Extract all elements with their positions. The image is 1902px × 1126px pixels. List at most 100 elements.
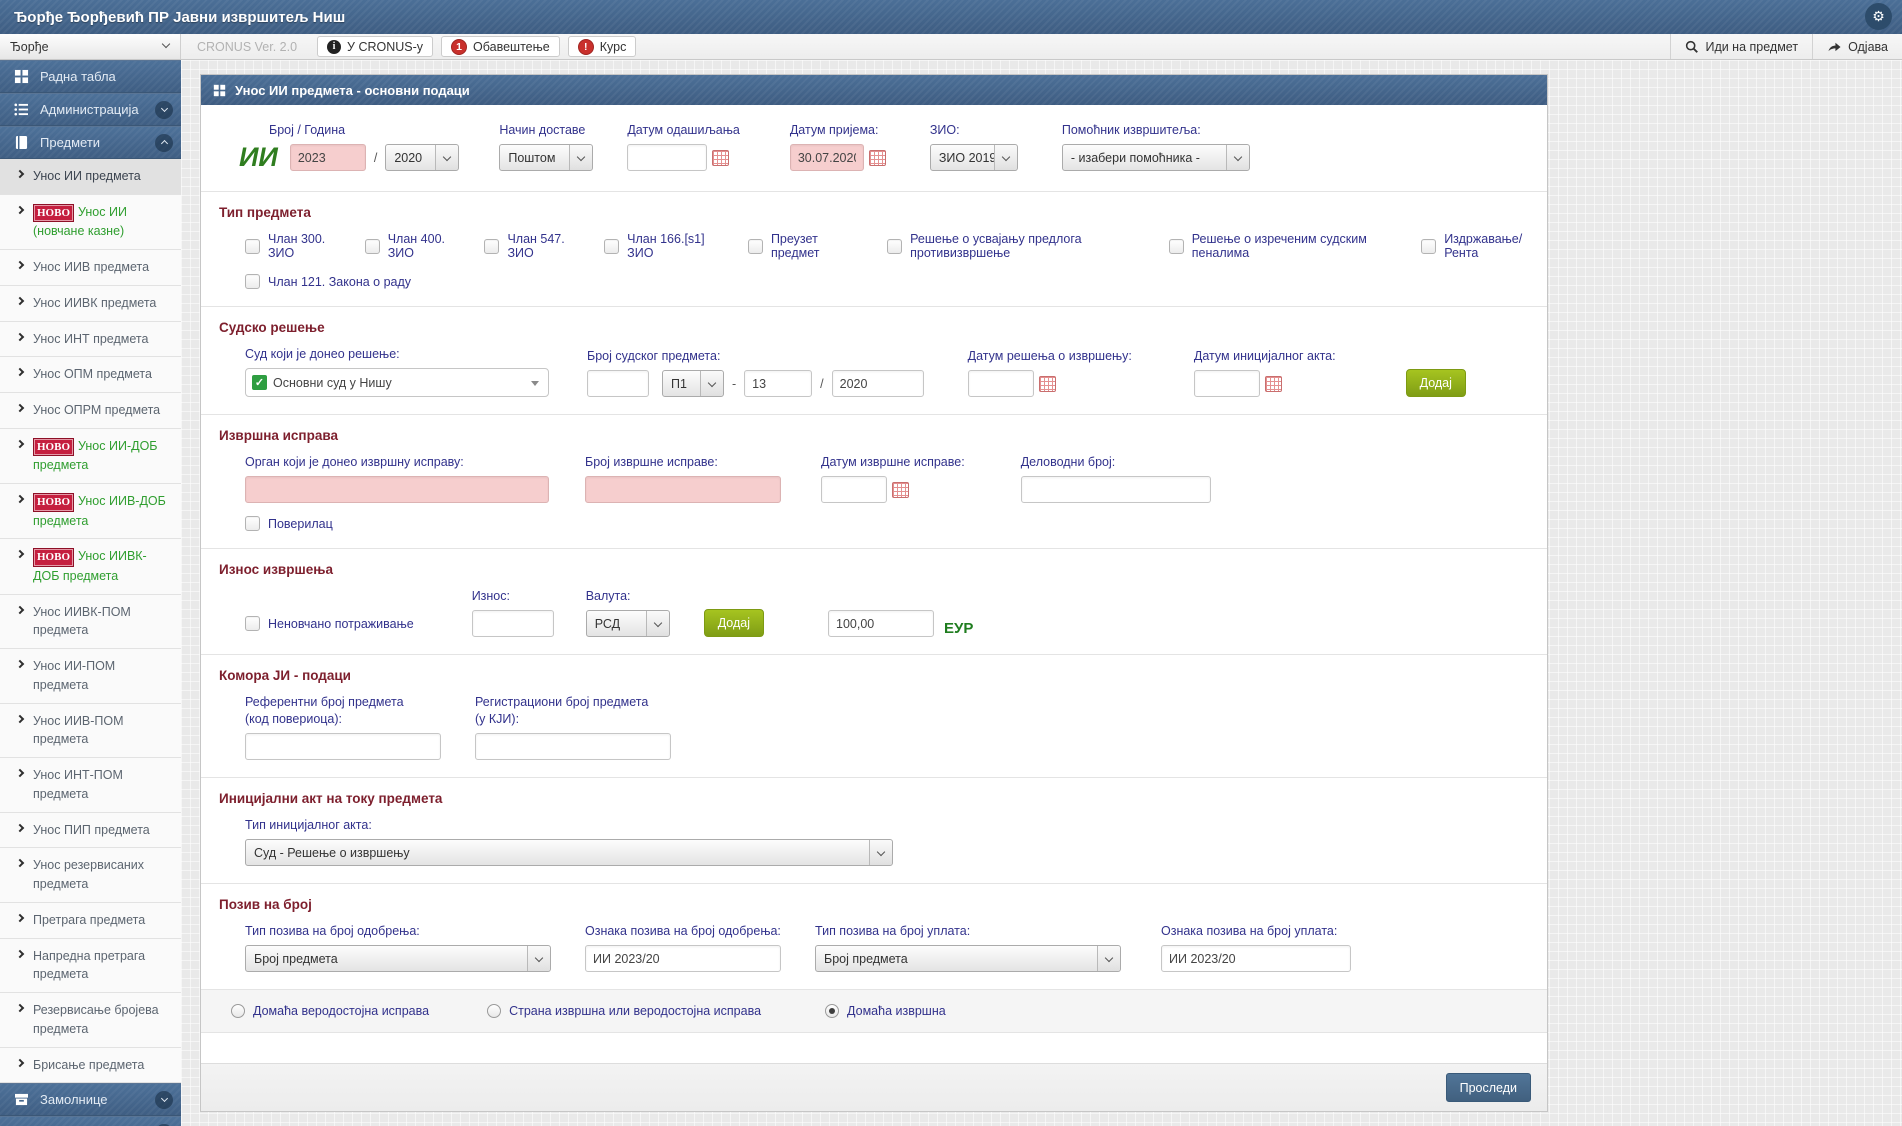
checkbox[interactable]: [245, 616, 260, 631]
checkbox[interactable]: [245, 516, 260, 531]
logout-button[interactable]: Одјава: [1812, 34, 1902, 59]
sidebar-item-predmeti[interactable]: Предмети: [0, 126, 181, 159]
sudska-oznaka-select[interactable]: П1: [662, 370, 724, 397]
calendar-icon[interactable]: [892, 481, 909, 498]
oznaka-uplata-input[interactable]: [1161, 945, 1351, 972]
registracioni-input[interactable]: [475, 733, 671, 760]
arrow-right-icon: [15, 659, 25, 669]
submenu-item-unos-iiv[interactable]: Унос ИИВ предмета: [0, 250, 181, 286]
tip-odobrenja-value: Број предмета: [254, 951, 338, 966]
submenu-item-unos-int-pom[interactable]: Унос ИНТ-ПОМ предмета: [0, 758, 181, 813]
submenu-item-rezervisanje-brojeva[interactable]: Резервисање бројева предмета: [0, 993, 181, 1048]
sudska-oznaka-value: П1: [671, 376, 687, 391]
submenu-item-unos-ii-novcane-kazne[interactable]: НОВО Унос ИИ (новчане казне): [0, 195, 181, 250]
checkbox-clan-400: Члан 400. ЗИО: [364, 232, 453, 260]
checkbox[interactable]: [484, 238, 500, 254]
submit-button[interactable]: Проследи: [1445, 1073, 1531, 1102]
submenu-item-unos-iivk-dob[interactable]: НОВО Унос ИИВК-ДОБ предмета: [0, 539, 181, 595]
datum-odasiljanja-input[interactable]: [627, 144, 708, 171]
radio-button-selected[interactable]: [825, 1004, 840, 1018]
sud-combobox[interactable]: ✓ Основни суд у Нишу: [245, 368, 549, 397]
submenu-item-napredna-pretraga[interactable]: Напредна претрага предмета: [0, 939, 181, 993]
kurs-button[interactable]: ! Курс: [567, 36, 637, 57]
submenu-item-unos-ii-pom[interactable]: Унос ИИ-ПОМ предмета: [0, 649, 181, 704]
godina-select[interactable]: 2020: [385, 144, 460, 171]
chevron-up-icon: [155, 133, 173, 152]
notifications-badge: 1: [451, 38, 468, 55]
calendar-icon[interactable]: [712, 149, 730, 166]
calendar-icon[interactable]: [1264, 375, 1282, 392]
tip-inicijalnog-select[interactable]: Суд - Решење о извршењу: [245, 839, 893, 866]
submenu-item-unos-iiv-pom[interactable]: Унос ИИВ-ПОМ предмета: [0, 704, 181, 758]
submenu-item-unos-ii[interactable]: Унос ИИ предмета: [0, 159, 181, 195]
sidebar-item-zamolnice[interactable]: Замолнице: [0, 1083, 181, 1117]
dodaj-iznos-button[interactable]: Додај: [703, 609, 764, 637]
broj-input[interactable]: [289, 144, 366, 171]
checkbox[interactable]: [887, 238, 903, 254]
submenu-item-unos-rezervisanih[interactable]: Унос резервисаних предмета: [0, 848, 181, 903]
submenu-item-unos-oprm[interactable]: Унос ОПРМ предмета: [0, 393, 181, 429]
checkbox-label: Члан 300. ЗИО: [268, 232, 326, 260]
user-select[interactable]: Ђорђе: [0, 34, 181, 59]
checkbox[interactable]: [604, 238, 620, 254]
panel-gap: [201, 1033, 1547, 1063]
datum-inicijalnog-input[interactable]: [1193, 370, 1260, 397]
sudski-broj2-input[interactable]: [744, 370, 813, 397]
radio-button[interactable]: [231, 1004, 245, 1018]
pomocnik-select[interactable]: - изабери помоћника -: [1061, 144, 1250, 171]
checkbox[interactable]: [245, 274, 260, 289]
calendar-icon[interactable]: [868, 149, 886, 166]
dodaj-resenje-button[interactable]: Додај: [1405, 369, 1466, 397]
submenu-item-unos-opm[interactable]: Унос ОПМ предмета: [0, 357, 181, 393]
arrow-right-icon: [15, 949, 25, 958]
submenu-item-unos-iivk-pom[interactable]: Унос ИИВК-ПОМ предмета: [0, 595, 181, 649]
submenu-item-unos-ii-dob[interactable]: НОВО Унос ИИ-ДОБ предмета: [0, 429, 181, 484]
valuta-select[interactable]: РСД: [585, 610, 670, 637]
nacin-dostave-value: Поштом: [508, 150, 556, 165]
delovodni-input[interactable]: [1020, 476, 1211, 503]
checkbox[interactable]: [245, 238, 260, 254]
sidebar-item-administracija[interactable]: Администрација: [0, 93, 181, 126]
referentni-input[interactable]: [245, 733, 441, 760]
submenu-item-unos-int[interactable]: Унос ИНТ предмета: [0, 322, 181, 358]
submenu-item-brisanje[interactable]: Брисање предмета: [0, 1048, 181, 1084]
datum-prijema-input[interactable]: [789, 144, 864, 171]
sudski-broj-input[interactable]: [587, 370, 649, 397]
oznaka-odobrenja-input[interactable]: [585, 945, 781, 972]
in-cronus-button[interactable]: i У CRONUS-у: [317, 36, 434, 57]
sudska-godina-input[interactable]: [831, 370, 924, 397]
tip-uplata-select[interactable]: Број предмета: [815, 945, 1121, 972]
broj-isprave-input[interactable]: [585, 476, 781, 503]
nacin-dostave-select[interactable]: Поштом: [499, 144, 594, 171]
submenu-item-unos-iivk[interactable]: Унос ИИВК предмета: [0, 286, 181, 322]
submenu-item-pretraga[interactable]: Претрага предмета: [0, 903, 181, 939]
datum-isprave-input[interactable]: [821, 476, 887, 503]
notifications-button[interactable]: 1 Обавештење: [441, 36, 560, 57]
checkbox[interactable]: [1421, 238, 1437, 254]
submenu-label: Унос ИИВ-ПОМ предмета: [33, 713, 124, 747]
amount-input[interactable]: [828, 610, 934, 637]
chevron-down-icon: [869, 840, 892, 865]
tip-odobrenja-select[interactable]: Број предмета: [245, 945, 551, 972]
iznos-input[interactable]: [471, 610, 554, 637]
submenu-label: Унос ОПМ предмета: [33, 367, 152, 382]
datum-isprave-label: Датум извршне исправе:: [821, 455, 965, 469]
checkbox[interactable]: [1168, 238, 1184, 254]
goto-case-button[interactable]: Иди на предмет: [1670, 34, 1812, 59]
submenu-item-unos-iiv-dob[interactable]: НОВО Унос ИИВ-ДОБ предмета: [0, 484, 181, 540]
datum-resenja-input[interactable]: [967, 370, 1034, 397]
checkbox-nenovcano: Неновчано потраживање: [245, 616, 414, 631]
top-bar: Ђорђе Ђорђевић ПР Јавни извршитељ Ниш ⚙: [0, 0, 1902, 34]
sidebar-item-nepokretnost[interactable]: Непокретност: [0, 1116, 181, 1126]
settings-button[interactable]: ⚙: [1865, 3, 1892, 30]
submenu-item-unos-pip[interactable]: Унос ПИП предмета: [0, 813, 181, 849]
checkbox[interactable]: [364, 238, 380, 254]
zio-select[interactable]: ЗИО 2019: [929, 144, 1018, 171]
organ-input[interactable]: [245, 476, 549, 503]
radio-button[interactable]: [487, 1004, 502, 1018]
calendar-icon[interactable]: [1038, 375, 1056, 392]
sidebar-item-radna-tabla[interactable]: Радна табла: [0, 60, 181, 93]
checkbox[interactable]: [747, 238, 763, 254]
submenu-label: Унос ПИП предмета: [33, 822, 150, 837]
novo-badge: НОВО: [33, 437, 75, 457]
